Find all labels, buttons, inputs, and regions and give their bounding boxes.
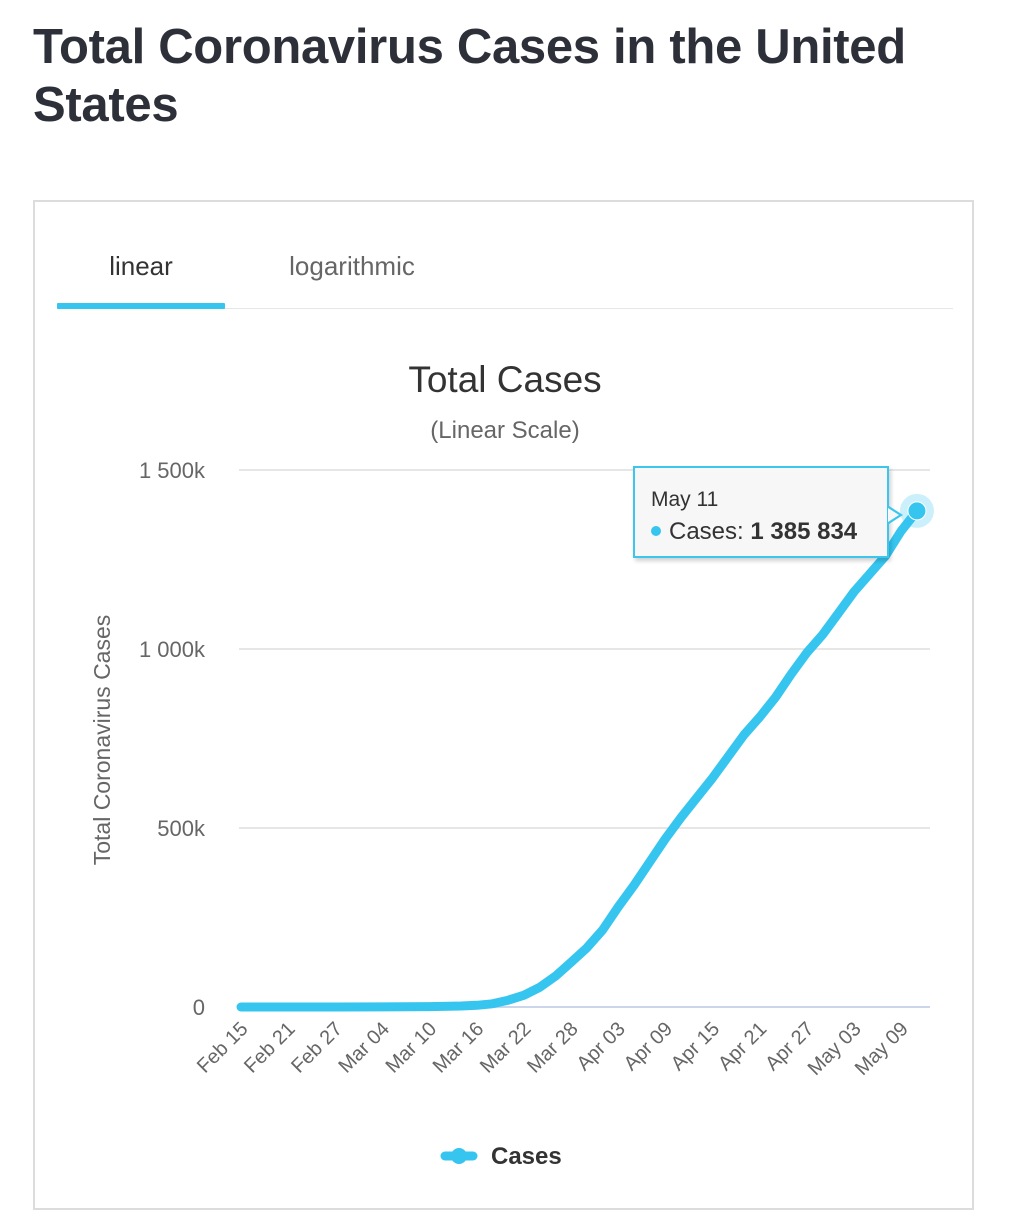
tab-logarithmic-label: logarithmic xyxy=(289,251,415,281)
y-tick-label: 1 500k xyxy=(139,458,206,483)
y-tick-label: 500k xyxy=(157,816,206,841)
y-axis-ticks: 0 500k 1 000k 1 500k xyxy=(139,458,206,1020)
tooltip-pointer-inner xyxy=(888,508,899,522)
chart-subtitle: (Linear Scale) xyxy=(430,417,579,444)
tooltip-row: Cases: 1 385 834 xyxy=(651,518,857,546)
x-tick-label: Apr 03 xyxy=(573,1018,630,1075)
scale-tabs: linear logarithmic xyxy=(57,242,953,309)
x-tick-label: Apr 15 xyxy=(667,1018,724,1075)
series-line-cases xyxy=(236,506,922,1012)
x-tick-label: Apr 21 xyxy=(714,1018,771,1075)
y-axis-title: Total Coronavirus Cases xyxy=(89,615,115,866)
x-tick-label: Mar 16 xyxy=(429,1018,489,1078)
x-tick-label: Mar 04 xyxy=(334,1018,394,1078)
x-tick-label: Apr 09 xyxy=(620,1018,677,1075)
x-tick-label: Feb 27 xyxy=(287,1018,347,1078)
legend-swatch-marker xyxy=(451,1148,467,1164)
y-tick-label: 0 xyxy=(193,995,205,1020)
tooltip-date: May 11 xyxy=(651,488,719,511)
legend-item-cases: Cases xyxy=(491,1143,562,1170)
tab-linear-label: linear xyxy=(109,251,173,281)
series-cases xyxy=(236,493,934,1012)
legend[interactable]: Cases xyxy=(440,1143,562,1170)
x-tick-label: Mar 22 xyxy=(476,1018,536,1078)
page-title: Total Coronavirus Cases in the United St… xyxy=(33,20,906,132)
chart-title: Total Cases xyxy=(408,359,601,400)
x-tick-label: Mar 10 xyxy=(382,1018,442,1078)
tab-logarithmic[interactable]: logarithmic xyxy=(257,242,447,302)
tooltip-value: 1 385 834 xyxy=(750,518,858,545)
tab-linear[interactable]: linear xyxy=(57,242,225,309)
data-tooltip: May 11 Cases: 1 385 834 xyxy=(633,466,903,558)
y-tick-label: 1 000k xyxy=(139,637,206,662)
line-chart: Total Cases (Linear Scale) Total Coronav… xyxy=(89,359,934,1170)
x-tick-label: Mar 28 xyxy=(523,1018,583,1078)
tooltip-series-label: Cases: xyxy=(669,518,751,545)
hover-point-marker xyxy=(907,501,927,521)
x-tick-label: May 09 xyxy=(851,1018,913,1080)
active-tab-indicator xyxy=(57,303,225,309)
chart-card: linear logarithmic Total Cases (Linear S… xyxy=(33,200,974,1210)
x-tick-label: Feb 21 xyxy=(240,1018,300,1078)
x-tick-label: Feb 15 xyxy=(193,1018,253,1078)
tooltip-series-dot xyxy=(651,525,661,536)
